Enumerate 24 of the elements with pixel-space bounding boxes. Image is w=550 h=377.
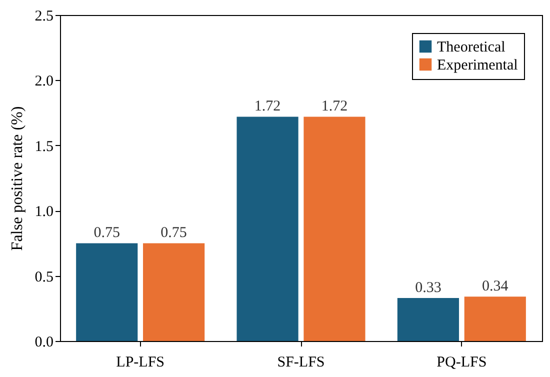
y-axis-title: False positive rate (%) xyxy=(8,106,26,251)
bar xyxy=(397,298,459,341)
data-label: 0.34 xyxy=(482,278,509,295)
bar xyxy=(304,116,366,341)
data-label: 0.75 xyxy=(160,225,187,242)
data-label: 0.33 xyxy=(415,280,442,296)
bar xyxy=(464,296,526,341)
bar xyxy=(236,116,298,341)
y-tick-label: 2.5 xyxy=(34,8,54,24)
y-tick-label: 1.5 xyxy=(34,138,54,155)
y-tick-label: 1.0 xyxy=(34,204,54,220)
y-tick-label: 0.5 xyxy=(34,269,54,286)
legend-label: Theoretical xyxy=(437,40,506,56)
x-tick-label: PQ-LFS xyxy=(436,354,487,370)
x-tick-label: SF-LFS xyxy=(277,354,325,370)
y-tick-label: 2.0 xyxy=(34,74,54,90)
bar xyxy=(76,243,138,341)
data-label: 1.72 xyxy=(321,98,348,115)
data-label: 1.72 xyxy=(254,98,281,115)
legend-label: Experimental xyxy=(437,58,518,74)
bar xyxy=(143,243,205,341)
y-tick-label: 0.0 xyxy=(34,334,54,350)
x-tick-label: LP-LFS xyxy=(116,354,165,370)
data-label: 0.75 xyxy=(94,225,120,242)
